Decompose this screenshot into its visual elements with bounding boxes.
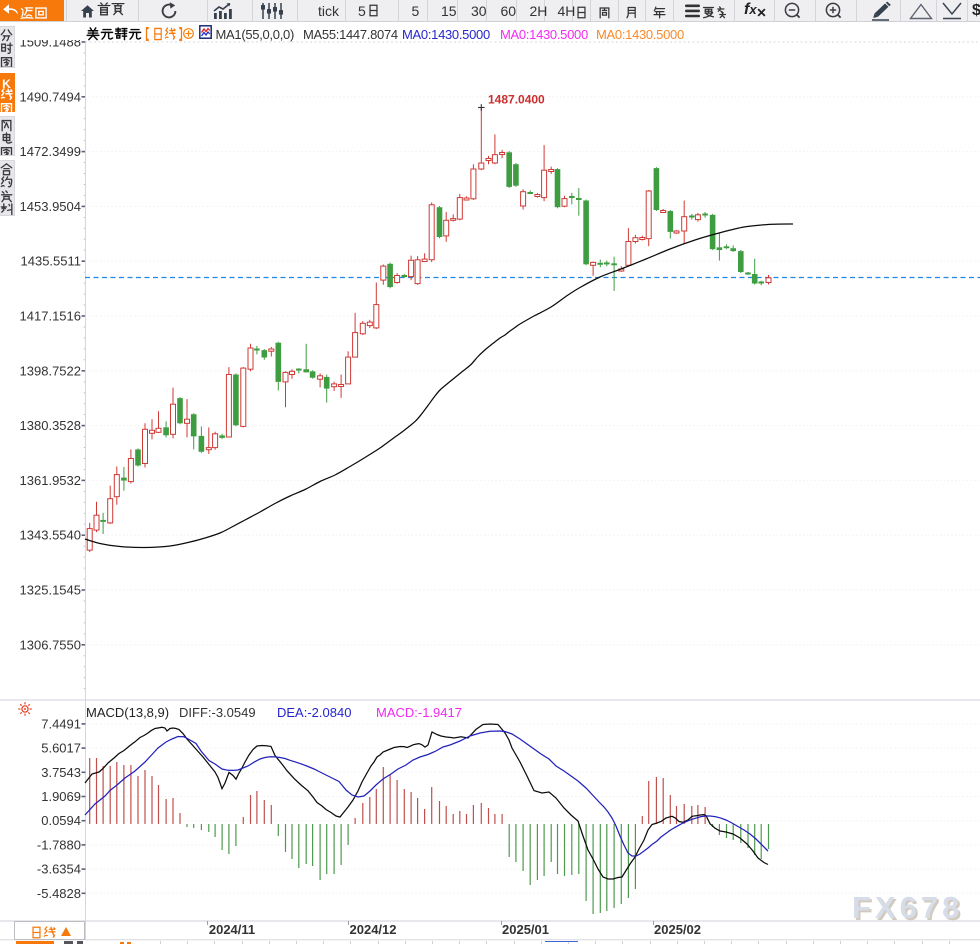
- svg-text:1509.1488: 1509.1488: [20, 40, 81, 50]
- svg-text:1417.1516: 1417.1516: [20, 309, 81, 324]
- svg-text:DIFF:-3.0549: DIFF:-3.0549: [179, 705, 256, 720]
- svg-text:1487.0400: 1487.0400: [488, 93, 545, 107]
- svg-text:3.7543: 3.7543: [41, 765, 81, 780]
- svg-text:5.6017: 5.6017: [41, 741, 81, 756]
- svg-text:MACD:-1.9417: MACD:-1.9417: [376, 705, 462, 720]
- svg-text:-5.4828: -5.4828: [37, 886, 81, 901]
- svg-text:1435.5511: 1435.5511: [21, 254, 82, 269]
- svg-text:0.0594: 0.0594: [41, 813, 81, 828]
- svg-text:MACD(13,8,9): MACD(13,8,9): [86, 705, 169, 720]
- svg-text:1380.3528: 1380.3528: [20, 418, 81, 433]
- svg-text:7.4491: 7.4491: [41, 716, 81, 731]
- svg-text:1490.7494: 1490.7494: [20, 89, 81, 104]
- svg-text:1306.7550: 1306.7550: [20, 637, 81, 652]
- svg-text:2025/01: 2025/01: [502, 922, 549, 937]
- svg-text:1361.9532: 1361.9532: [20, 473, 81, 488]
- svg-text:1.9069: 1.9069: [41, 789, 81, 804]
- svg-text:-1.7880: -1.7880: [37, 837, 81, 852]
- svg-text:1325.1545: 1325.1545: [20, 583, 81, 598]
- svg-text:2024/11: 2024/11: [209, 922, 255, 937]
- svg-text:FX678: FX678: [852, 890, 963, 925]
- svg-text:1398.7522: 1398.7522: [20, 363, 81, 378]
- svg-text:2024/12: 2024/12: [350, 922, 397, 937]
- svg-text:1453.9504: 1453.9504: [20, 199, 81, 214]
- svg-text:1343.5540: 1343.5540: [20, 528, 81, 543]
- svg-text:1472.3499: 1472.3499: [20, 144, 81, 159]
- svg-text:DEA:-2.0840: DEA:-2.0840: [277, 705, 351, 720]
- svg-text:2025/02: 2025/02: [654, 922, 701, 937]
- svg-text:-3.6354: -3.6354: [37, 862, 81, 877]
